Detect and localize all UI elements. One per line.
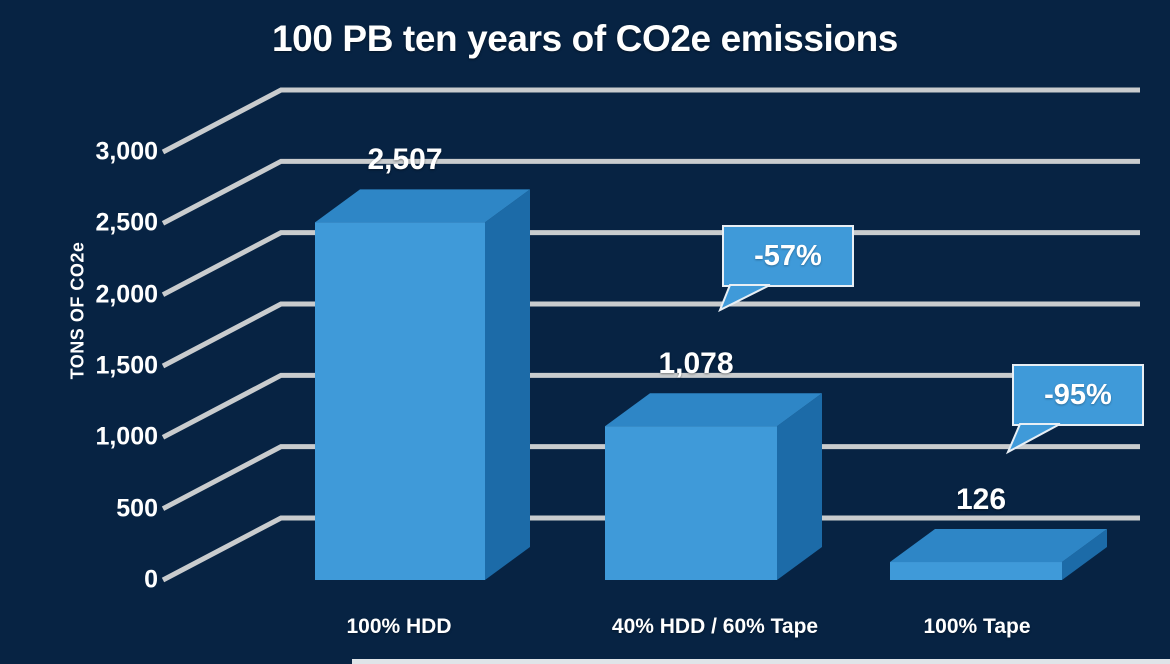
y-tick-label: 0	[144, 565, 158, 594]
gridline	[161, 87, 1140, 155]
gridline	[161, 515, 1140, 583]
bar-front-face	[315, 222, 485, 581]
gridline	[161, 158, 1140, 226]
bottom-strip	[352, 659, 1170, 664]
gridline	[161, 372, 1140, 440]
callout-label: -95%	[1044, 378, 1112, 411]
bar-top-face	[315, 189, 530, 223]
y-axis-ticks: 0 500 1,000 1,500 2,000 2,500 3,000	[28, 0, 158, 664]
bar-front-face	[605, 426, 777, 580]
page-title: 100 PB ten years of CO2e emissions	[272, 18, 898, 59]
callout-bubble: -57%	[722, 225, 854, 287]
x-axis-label: 40% HDD / 60% Tape	[611, 615, 819, 638]
bar-top-face	[890, 529, 1107, 563]
bar-side-face	[485, 189, 530, 581]
y-tick-label: 2,500	[95, 208, 158, 237]
bar-value-label: 1,078	[658, 347, 734, 381]
x-axis-label: 100% HDD	[346, 615, 452, 638]
callout-minus95pct: -95%	[1012, 364, 1144, 426]
bar-value-label: 126	[955, 483, 1007, 517]
y-tick-label: 2,000	[95, 280, 158, 309]
y-tick-label: 500	[116, 494, 158, 523]
gridline	[161, 301, 1140, 369]
x-axis-label: 100% Tape	[923, 615, 1031, 638]
y-tick-label: 1,500	[95, 351, 158, 380]
bar-side-face	[1062, 529, 1107, 580]
gridline	[161, 444, 1140, 511]
y-tick-label: 3,000	[95, 137, 158, 166]
y-tick-label: 1,000	[95, 422, 158, 451]
bar-side-face	[777, 393, 822, 580]
bar-value-label: 2,507	[367, 143, 443, 177]
callout-bubble: -95%	[1012, 364, 1144, 426]
callout-minus57pct: -57%	[722, 225, 854, 287]
bar-top-face	[605, 393, 822, 427]
callout-label: -57%	[754, 239, 822, 272]
bar-front-face	[890, 562, 1062, 580]
